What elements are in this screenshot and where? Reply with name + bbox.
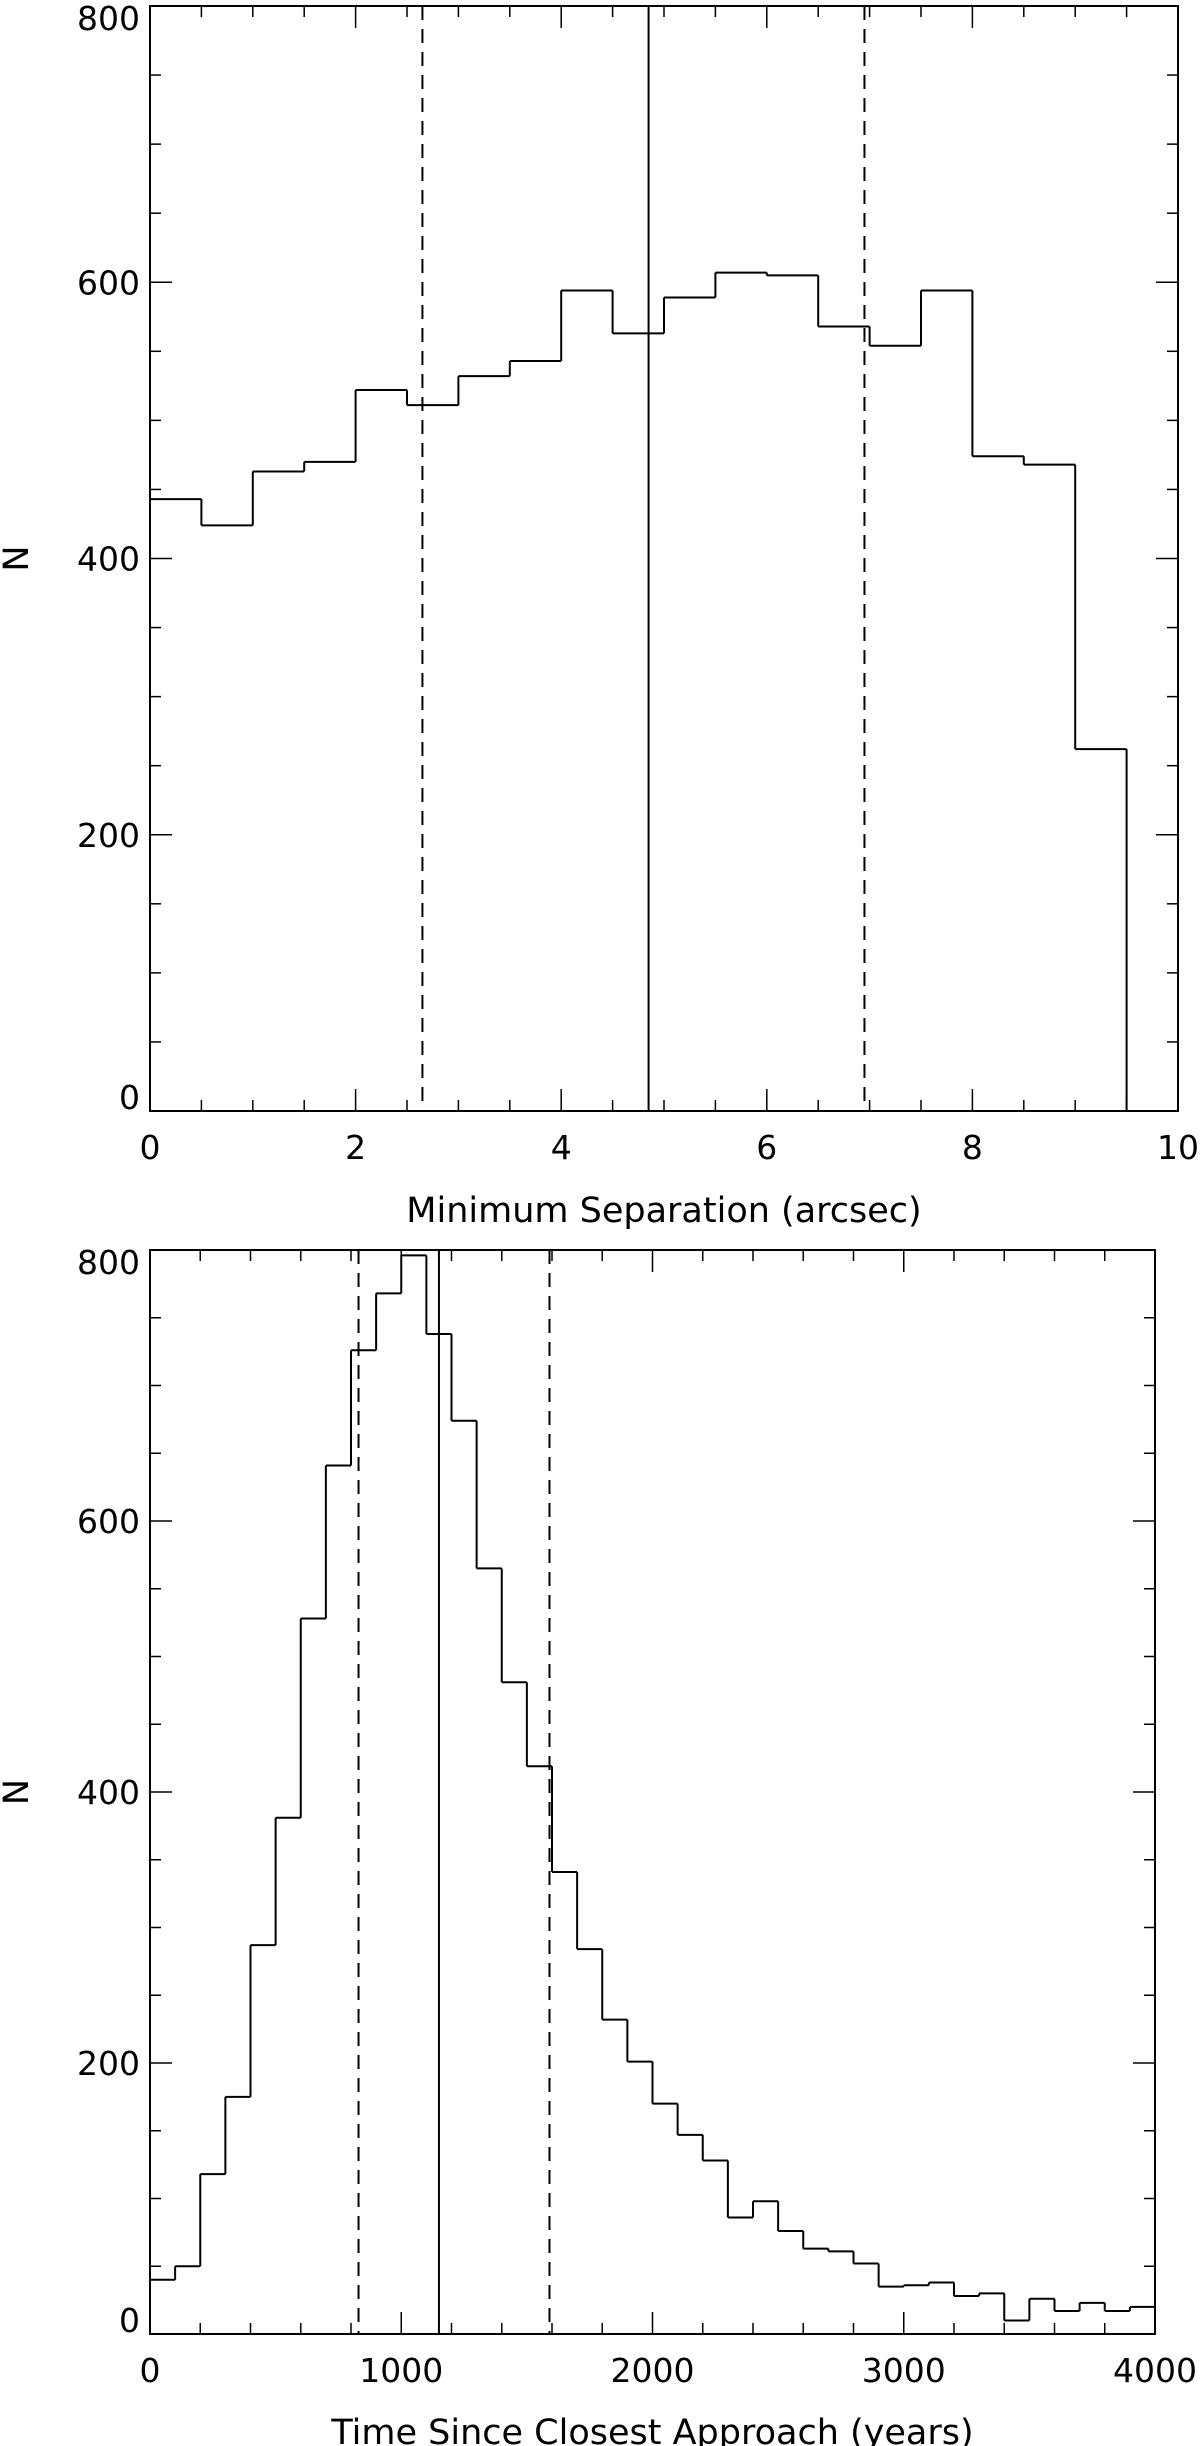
y-tick-label: 800 [77, 1243, 140, 1282]
x-tick-label: 4 [551, 1128, 572, 1167]
top-y-axis-label: N [0, 545, 37, 571]
x-tick-label: 0 [140, 1128, 161, 1167]
y-tick-label: 0 [119, 2301, 140, 2340]
bottom-histogram-panel: 0 1000 2000 3000 4000 0 200 400 600 800 Time Since… [0, 1243, 1197, 2446]
y-tick-label: 800 [77, 0, 140, 38]
x-tick-label: 1000 [359, 2351, 443, 2390]
x-tick-label: 0 [140, 2351, 161, 2390]
y-tick-label: 600 [77, 263, 140, 302]
y-tick-label: 200 [77, 2044, 140, 2083]
y-tick-label: 400 [77, 1773, 140, 1812]
y-tick-label: 0 [119, 1078, 140, 1117]
x-tick-label: 8 [962, 1128, 983, 1167]
x-tick-label: 6 [756, 1128, 777, 1167]
top-x-axis-label: Minimum Separation (arcsec) [406, 1191, 921, 1231]
bottom-y-axis-label: N [0, 1779, 37, 1805]
x-tick-label: 2 [345, 1128, 366, 1167]
x-tick-label: 3000 [862, 2351, 946, 2390]
bottom-x-axis-label: Time Since Closest Approach (years) [330, 2413, 973, 2446]
x-tick-label: 4000 [1113, 2351, 1197, 2390]
y-tick-label: 200 [77, 816, 140, 855]
y-tick-label: 400 [77, 540, 140, 579]
y-tick-label: 600 [77, 1502, 140, 1541]
x-tick-label: 10 [1157, 1128, 1199, 1167]
plot-frame [149, 5, 1179, 1112]
top-histogram-panel: 0 2 4 6 8 10 0 200 400 600 800 Minimum Separation (… [0, 0, 1199, 1231]
x-tick-label: 2000 [611, 2351, 695, 2390]
